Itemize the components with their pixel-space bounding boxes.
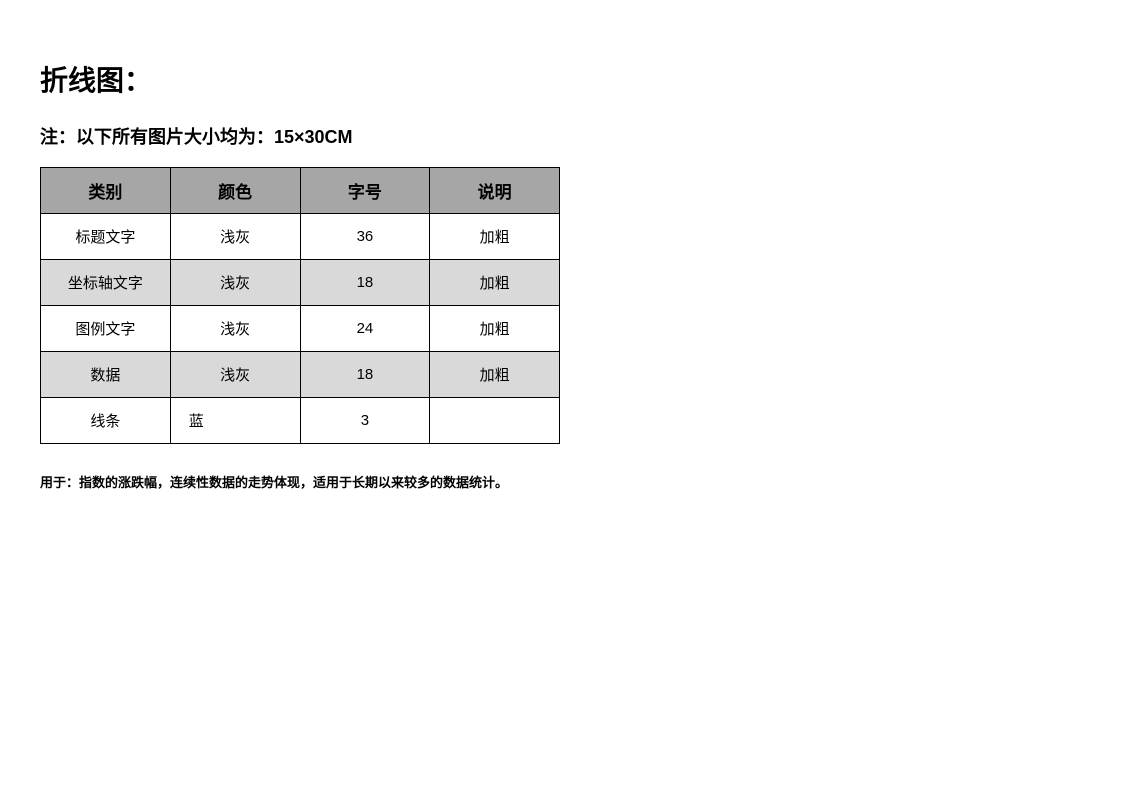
- cell-category: 数据: [41, 351, 171, 397]
- cell-category: 线条: [41, 397, 171, 443]
- col-header-color: 颜色: [170, 167, 300, 213]
- cell-color: 浅灰: [170, 259, 300, 305]
- page-footnote: 用于：指数的涨跌幅，连续性数据的走势体现，适用于长期以来较多的数据统计。: [40, 472, 1082, 491]
- cell-desc: 加粗: [430, 259, 560, 305]
- cell-size: 3: [300, 397, 430, 443]
- cell-category: 图例文字: [41, 305, 171, 351]
- table-body: 标题文字 浅灰 36 加粗 坐标轴文字 浅灰 18 加粗 图例文字 浅灰 24 …: [41, 213, 560, 443]
- cell-color: 浅灰: [170, 305, 300, 351]
- cell-color: 浅灰: [170, 213, 300, 259]
- cell-color: 浅灰: [170, 351, 300, 397]
- cell-category: 坐标轴文字: [41, 259, 171, 305]
- table-row: 坐标轴文字 浅灰 18 加粗: [41, 259, 560, 305]
- table-row: 线条 蓝 3: [41, 397, 560, 443]
- page-title: 折线图：: [40, 59, 1082, 99]
- cell-color: 蓝: [170, 397, 300, 443]
- cell-size: 36: [300, 213, 430, 259]
- page-subtitle: 注：以下所有图片大小均为：15×30CM: [40, 123, 1082, 149]
- cell-desc: [430, 397, 560, 443]
- cell-desc: 加粗: [430, 213, 560, 259]
- cell-size: 18: [300, 351, 430, 397]
- cell-size: 18: [300, 259, 430, 305]
- spec-table: 类别 颜色 字号 说明 标题文字 浅灰 36 加粗 坐标轴文字 浅灰 18 加粗…: [40, 167, 560, 444]
- table-row: 数据 浅灰 18 加粗: [41, 351, 560, 397]
- table-row: 标题文字 浅灰 36 加粗: [41, 213, 560, 259]
- cell-size: 24: [300, 305, 430, 351]
- col-header-size: 字号: [300, 167, 430, 213]
- cell-desc: 加粗: [430, 351, 560, 397]
- cell-desc: 加粗: [430, 305, 560, 351]
- table-header-row: 类别 颜色 字号 说明: [41, 167, 560, 213]
- col-header-category: 类别: [41, 167, 171, 213]
- cell-category: 标题文字: [41, 213, 171, 259]
- table-row: 图例文字 浅灰 24 加粗: [41, 305, 560, 351]
- col-header-desc: 说明: [430, 167, 560, 213]
